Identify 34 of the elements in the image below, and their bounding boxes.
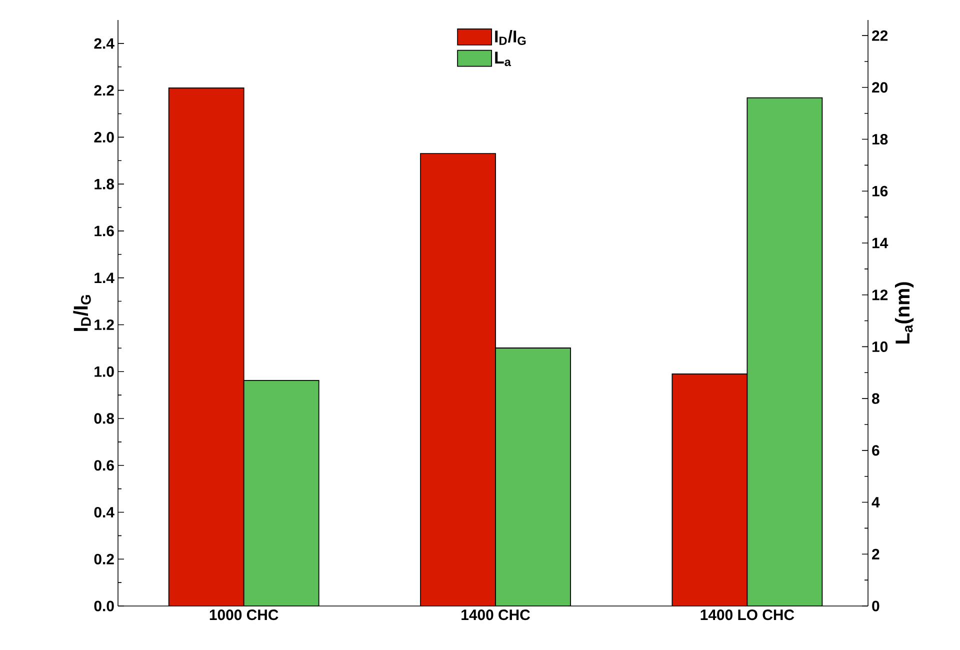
bar (168, 88, 244, 606)
y2-tick-label: 14 (872, 238, 888, 248)
y2-axis-title: L$_{a}$(nm) (894, 282, 914, 344)
x-tick-label: 1000 CHC (210, 610, 278, 620)
x-tick-label: 1400 CHC (462, 610, 530, 620)
y-tick-label: 1.0 (94, 366, 114, 377)
y2-tick-label: 0 (872, 600, 880, 612)
y2-tick-label: 22 (872, 30, 888, 41)
y-tick-label: 1.2 (94, 319, 114, 330)
y-tick-label: 2.2 (94, 85, 114, 96)
y-tick-label: 1.6 (94, 226, 114, 236)
y-tick-label: 1.8 (94, 178, 114, 190)
legend-label: L$_{a}$ (495, 52, 512, 66)
y2-tick-label: 2 (872, 548, 880, 560)
y2-tick-label: 4 (872, 497, 880, 508)
y2-tick-label: 12 (872, 290, 888, 300)
y2-tick-label: 8 (872, 393, 880, 404)
bar (746, 97, 823, 606)
y-tick-label: 1.4 (94, 272, 114, 283)
y-tick-label: 2.4 (94, 38, 114, 49)
y2-tick-label: 10 (872, 341, 888, 352)
y-axis-title: I$_{D}$/I$_{G}$ (73, 295, 91, 331)
y2-tick-label: 16 (872, 186, 888, 196)
y-tick-label: 0.6 (94, 460, 114, 471)
y2-tick-label: 18 (872, 134, 888, 145)
y-tick-label: 0.2 (94, 554, 114, 564)
legend-label: I$_{D}$/I$_{G}$ (495, 30, 526, 45)
x-tick-label: 1400 LO CHC (700, 610, 794, 620)
y-tick-label: 0.0 (94, 600, 114, 612)
y-tick-label: 2.0 (94, 132, 114, 142)
y-tick-label: 0.8 (94, 413, 114, 424)
y2-tick-label: 20 (872, 82, 888, 93)
y2-tick-label: 6 (872, 445, 880, 456)
y-tick-label: 0.4 (94, 506, 114, 518)
